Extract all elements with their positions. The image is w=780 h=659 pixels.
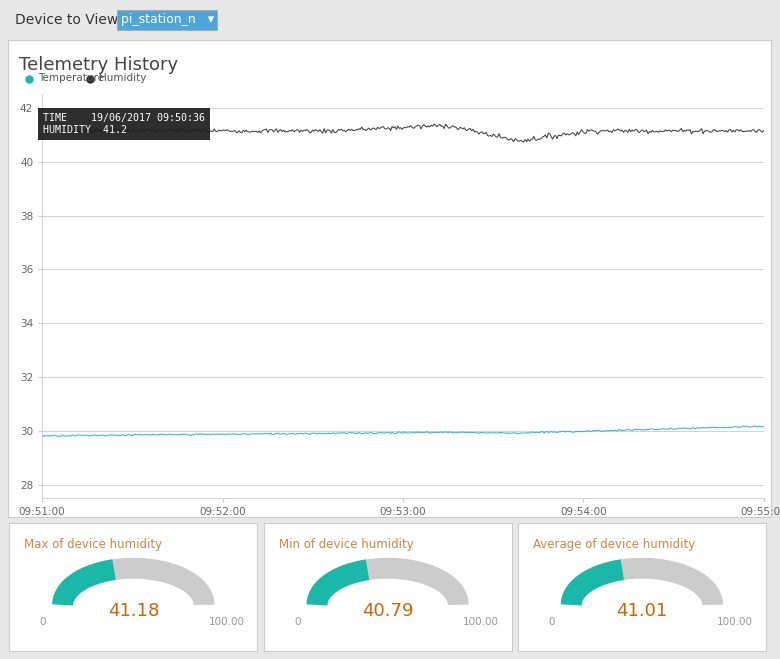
Text: 0: 0 bbox=[294, 617, 300, 627]
Text: 0: 0 bbox=[548, 617, 555, 627]
Text: pi_station_n   ▾: pi_station_n ▾ bbox=[121, 13, 214, 26]
Text: Min of device humidity: Min of device humidity bbox=[278, 538, 413, 551]
Text: Device to View:: Device to View: bbox=[16, 13, 131, 27]
Text: 100.00: 100.00 bbox=[717, 617, 753, 627]
Text: Temperature: Temperature bbox=[38, 73, 105, 83]
Text: 41.18: 41.18 bbox=[108, 602, 159, 620]
Text: 100.00: 100.00 bbox=[463, 617, 498, 627]
Text: 40.79: 40.79 bbox=[362, 602, 413, 620]
Text: Humidity: Humidity bbox=[99, 73, 147, 83]
Text: 41.01: 41.01 bbox=[616, 602, 668, 620]
Text: Average of device humidity: Average of device humidity bbox=[533, 538, 695, 551]
Text: Telemetry History: Telemetry History bbox=[20, 56, 179, 74]
Text: Max of device humidity: Max of device humidity bbox=[24, 538, 162, 551]
Text: 0: 0 bbox=[40, 617, 46, 627]
Text: 100.00: 100.00 bbox=[208, 617, 244, 627]
